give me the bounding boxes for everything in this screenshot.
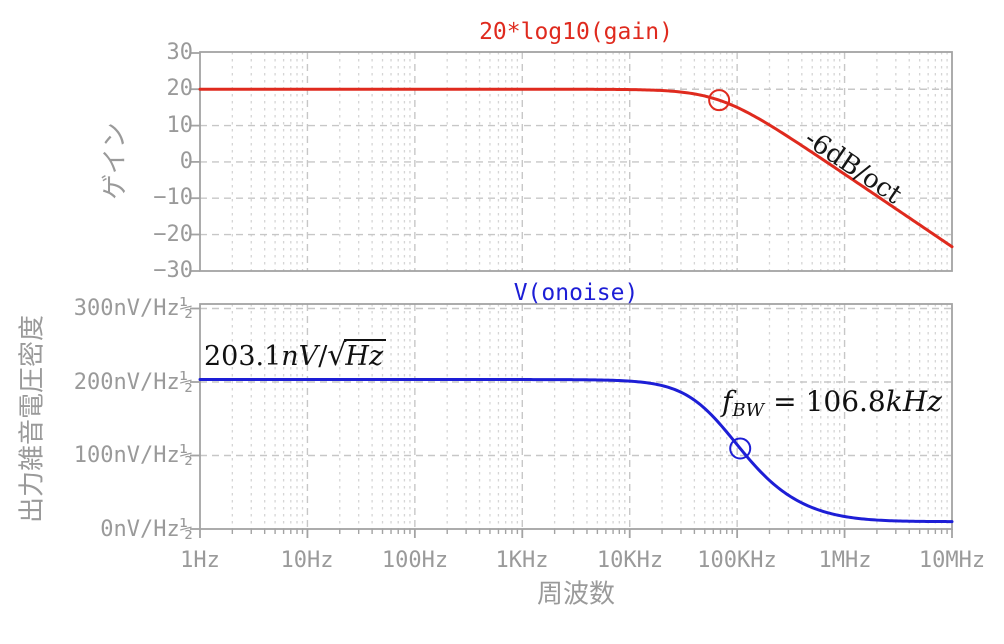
noise-ytick-200: 200nV/Hz½ <box>73 370 193 395</box>
noise-ytick-100: 100nV/Hz½ <box>73 443 193 468</box>
bandwidth-annotation: fBW = 106.8kHz <box>722 385 942 421</box>
gain-ytick-m30: −30 <box>153 258 193 283</box>
gain-ytick-m20: −20 <box>153 222 193 247</box>
noise-level-annotation: 203.1nV/√Hz <box>204 338 387 373</box>
xtick-1hz: 1Hz <box>180 548 220 573</box>
xtick-1khz: 1KHz <box>495 548 549 573</box>
noise-level-unit: nV <box>281 341 319 372</box>
noise-ytick-0: 0nV/Hz½ <box>100 517 193 542</box>
gain-ytick-0: 0 <box>179 149 193 174</box>
xtick-10mhz: 10MHz <box>918 548 986 573</box>
gain-ytick-m10: −10 <box>153 185 193 210</box>
bw-sub: BW <box>732 400 765 421</box>
gain-ytick-20: 20 <box>166 76 194 101</box>
xtick-100hz: 100Hz <box>381 548 449 573</box>
gain-ytick-10: 10 <box>166 113 194 138</box>
xtick-10khz: 10KHz <box>596 548 664 573</box>
frequency-axis-label: 周波数 <box>536 579 616 610</box>
xtick-100khz: 100KHz <box>697 548 777 573</box>
sqrt-icon: √ <box>327 338 347 373</box>
noise-axis-label: 出力雑音電圧密度 <box>17 314 48 524</box>
bw-value: 106.8 <box>805 385 886 418</box>
noise-level-slash: / <box>318 341 328 372</box>
bw-unit: kHz <box>885 385 942 418</box>
gain-plot-title: 20*log10(gain) <box>479 19 673 45</box>
xtick-10hz: 10Hz <box>280 548 334 573</box>
noise-plot-title: V(onoise) <box>513 280 639 306</box>
gain-ytick-30: 30 <box>166 40 194 65</box>
xtick-1mhz: 1MHz <box>818 548 872 573</box>
gain-axis-label: ゲイン <box>100 122 131 200</box>
noise-level-value: 203.1 <box>204 341 282 372</box>
noise-level-radicand: Hz <box>345 341 384 372</box>
bw-equals: = <box>773 385 797 418</box>
bw-var: f <box>722 385 733 418</box>
noise-ytick-300: 300nV/Hz½ <box>73 296 193 321</box>
